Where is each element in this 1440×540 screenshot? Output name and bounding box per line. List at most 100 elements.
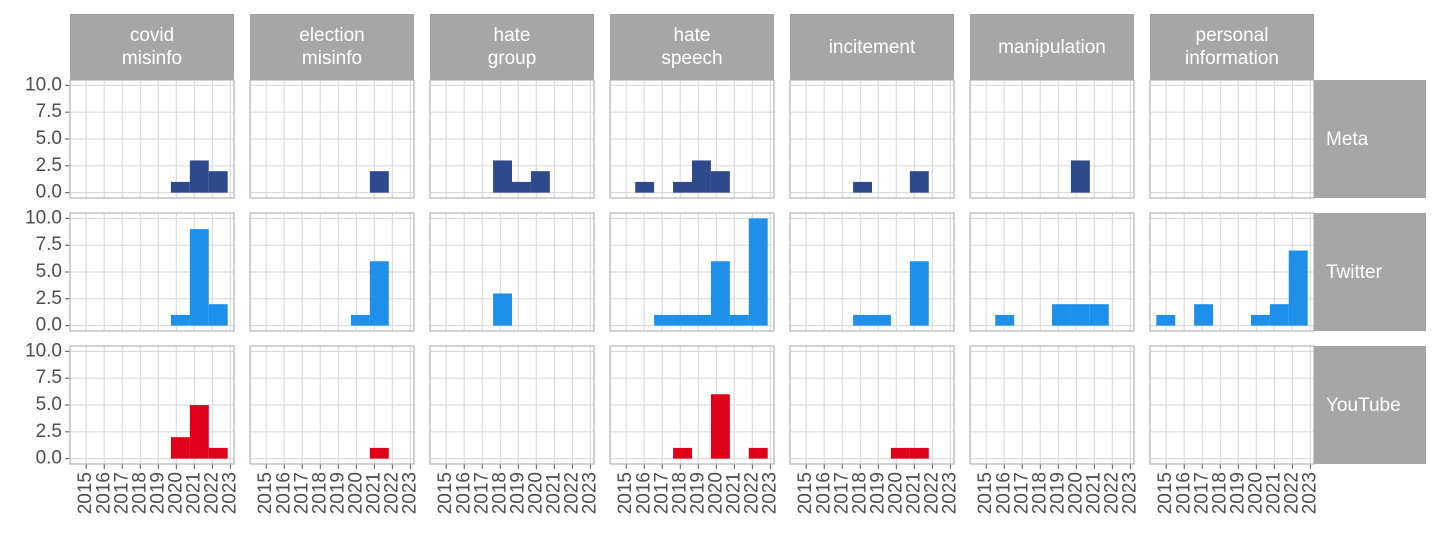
y-tick-label: 0.0	[36, 182, 62, 203]
bar	[189, 160, 209, 193]
x-tick-label: 2022	[561, 472, 582, 514]
bar	[729, 314, 749, 326]
bar	[1070, 304, 1090, 326]
x-tick-label: 2023	[219, 472, 240, 514]
x-tick-label: 2020	[705, 472, 726, 514]
column-strip: hate speech	[610, 14, 774, 80]
bar	[872, 314, 891, 326]
x-tick-label: 2023	[1119, 472, 1140, 514]
x-tick-label: 2021	[903, 472, 924, 514]
bar	[170, 181, 190, 193]
y-tick-label: 7.5	[36, 234, 62, 255]
x-tick-label: 2022	[1281, 472, 1302, 514]
x-tick-label: 2016	[1173, 472, 1194, 514]
x-tick-label: 2016	[273, 472, 294, 514]
bar	[369, 171, 389, 193]
bar	[1089, 304, 1109, 326]
bar	[170, 314, 190, 326]
x-tick-label: 2021	[723, 472, 744, 514]
row-strip: Twitter	[1314, 213, 1426, 331]
bar	[692, 160, 711, 193]
panel-border	[969, 212, 1135, 332]
panel-border	[249, 79, 415, 199]
x-tick-label: 2017	[1191, 472, 1212, 514]
x-tick-label: 2015	[1155, 472, 1176, 514]
column-strip: personal information	[1150, 14, 1314, 80]
panel-border	[69, 79, 235, 199]
x-tick-label: 2016	[93, 472, 114, 514]
panel-border	[969, 345, 1135, 465]
column-strip: covid misinfo	[70, 14, 234, 80]
y-tick-label: 2.5	[36, 421, 62, 442]
x-tick-label: 2015	[795, 472, 816, 514]
bar	[635, 181, 655, 193]
x-tick-label: 2022	[1101, 472, 1122, 514]
y-tick-label: 10.0	[25, 207, 62, 228]
x-tick-label: 2021	[1083, 472, 1104, 514]
bar	[369, 447, 389, 459]
bar	[890, 447, 910, 459]
panel-border	[249, 345, 415, 465]
x-tick-label: 2020	[525, 472, 546, 514]
bar	[654, 314, 674, 326]
x-tick-label: 2017	[111, 472, 132, 514]
bar	[710, 394, 730, 459]
panel-border	[789, 345, 955, 465]
x-tick-label: 2019	[867, 472, 888, 514]
bar	[909, 171, 929, 193]
x-tick-label: 2015	[75, 472, 96, 514]
bar	[1250, 314, 1270, 326]
x-tick-label: 2019	[1047, 472, 1068, 514]
panel-border	[789, 212, 955, 332]
x-tick-label: 2018	[669, 472, 690, 514]
bar	[710, 261, 730, 326]
x-tick-label: 2022	[201, 472, 222, 514]
x-tick-label: 2018	[1029, 472, 1050, 514]
x-tick-label: 2023	[579, 472, 600, 514]
x-tick-label: 2021	[363, 472, 384, 514]
x-tick-label: 2021	[543, 472, 564, 514]
x-tick-label: 2019	[147, 472, 168, 514]
bar	[493, 160, 512, 193]
x-tick-label: 2015	[255, 472, 276, 514]
x-tick-label: 2023	[1299, 472, 1320, 514]
y-tick-label: 2.5	[36, 288, 62, 309]
y-tick-label: 0.0	[36, 315, 62, 336]
x-tick-label: 2018	[489, 472, 510, 514]
panel-border	[429, 79, 595, 199]
panel-border	[789, 79, 955, 199]
bar	[673, 314, 692, 326]
bar	[493, 293, 512, 326]
y-tick-label: 0.0	[36, 448, 62, 469]
bar	[909, 447, 929, 459]
bar	[1156, 314, 1176, 326]
column-strip: election misinfo	[250, 14, 414, 80]
y-tick-label: 5.0	[36, 128, 62, 149]
x-tick-label: 2020	[885, 472, 906, 514]
bar	[673, 447, 692, 459]
bar	[208, 304, 228, 326]
x-tick-label: 2018	[849, 472, 870, 514]
panel-border	[429, 345, 595, 465]
bar	[1052, 304, 1071, 326]
bar	[853, 181, 872, 193]
x-tick-label: 2018	[1209, 472, 1230, 514]
panel-border	[69, 345, 235, 465]
bar	[1269, 304, 1289, 326]
x-tick-label: 2023	[759, 472, 780, 514]
x-tick-label: 2015	[975, 472, 996, 514]
bar	[748, 447, 768, 459]
bar	[530, 171, 550, 193]
x-tick-label: 2015	[615, 472, 636, 514]
x-tick-label: 2015	[435, 472, 456, 514]
x-tick-label: 2021	[183, 472, 204, 514]
y-tick-label: 10.0	[25, 340, 62, 361]
bar	[995, 314, 1015, 326]
x-tick-label: 2016	[453, 472, 474, 514]
x-tick-label: 2020	[345, 472, 366, 514]
panel-border	[609, 345, 775, 465]
x-tick-label: 2017	[1011, 472, 1032, 514]
x-tick-label: 2019	[327, 472, 348, 514]
x-tick-label: 2017	[651, 472, 672, 514]
y-tick-label: 5.0	[36, 261, 62, 282]
